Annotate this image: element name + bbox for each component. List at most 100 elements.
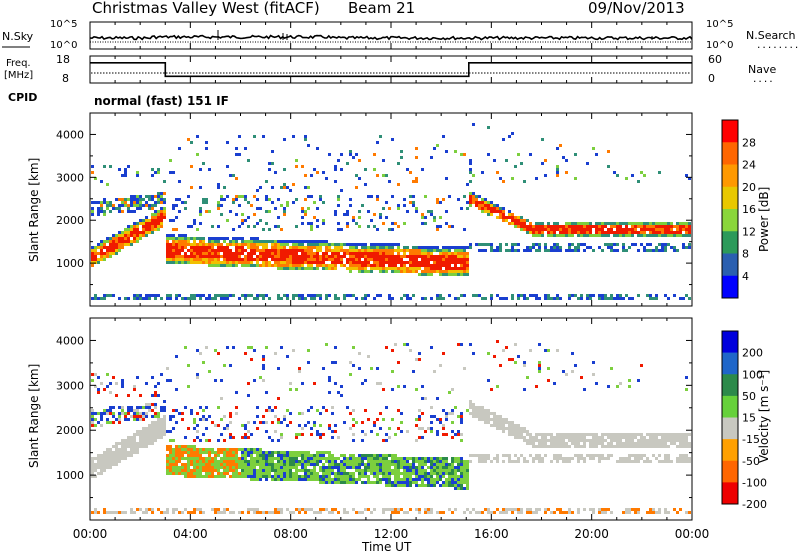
heatmap-cell [463,246,466,249]
heatmap-cell [634,243,637,246]
heatmap-cell [355,264,358,267]
heatmap-cell [400,258,403,261]
heatmap-cell [571,457,574,460]
heatmap-cell [166,258,169,261]
heatmap-cell [397,469,400,472]
heatmap-cell [433,270,436,273]
heatmap-cell [388,475,391,478]
heatmap-cell [304,174,307,177]
heatmap-cell [106,237,109,240]
heatmap-cell [379,252,382,255]
heatmap-cell [271,460,274,463]
heatmap-cell [418,463,421,466]
heatmap-cell [493,511,496,514]
heatmap-cell [412,252,415,255]
heatmap-cell [370,454,373,457]
heatmap-cell [394,255,397,258]
heatmap-cell [460,264,463,267]
heatmap-cell [160,198,163,201]
heatmap-cell [391,460,394,463]
heatmap-cell [262,258,265,261]
heatmap-cell [541,231,544,234]
heatmap-cell [364,508,367,511]
heatmap-cell [460,270,463,273]
heatmap-cell [220,264,223,267]
heatmap-cell [337,481,340,484]
heatmap-cell [478,294,481,297]
heatmap-cell [418,249,421,252]
heatmap-cell [178,412,181,415]
heatmap-cell [202,361,205,364]
heatmap-cell [187,454,190,457]
heatmap-cell [514,361,517,364]
heatmap-cell [244,243,247,246]
heatmap-cell [517,427,520,430]
heatmap-cell [373,213,376,216]
heatmap-cell [277,451,280,454]
heatmap-cell [244,463,247,466]
heatmap-cell [361,472,364,475]
heatmap-cell [301,261,304,264]
heatmap-cell [493,159,496,162]
heatmap-cell [628,379,631,382]
heatmap-cell [118,460,121,463]
heatmap-cell [217,225,220,228]
heatmap-cell [352,460,355,463]
colorbar-tick-label: 15 [742,412,756,425]
heatmap-cell [577,249,580,252]
heatmap-cell [682,439,685,442]
heatmap-cell [616,228,619,231]
heatmap-cell [586,225,589,228]
heatmap-cell [163,201,166,204]
heatmap-cell [355,186,358,189]
heatmap-cell [118,448,121,451]
heatmap-cell [313,297,316,300]
heatmap-cell [175,240,178,243]
heatmap-cell [685,436,688,439]
heatmap-cell [361,421,364,424]
heatmap-cell [358,216,361,219]
heatmap-cell [274,240,277,243]
heatmap-cell [403,249,406,252]
heatmap-cell [361,511,364,514]
heatmap-cell [382,454,385,457]
heatmap-cell [502,219,505,222]
heatmap-cell [232,466,235,469]
heatmap-cell [316,225,319,228]
heatmap-cell [175,204,178,207]
heatmap-cell [199,168,202,171]
heatmap-cell [655,457,658,460]
heatmap-cell [274,252,277,255]
heatmap-cell [619,439,622,442]
heatmap-cell [133,442,136,445]
heatmap-cell [412,246,415,249]
heatmap-cell [583,445,586,448]
heatmap-cell [442,352,445,355]
heatmap-cell [274,463,277,466]
heatmap-cell [376,481,379,484]
heatmap-cell [196,249,199,252]
heatmap-cell [490,294,493,297]
heatmap-cell [544,225,547,228]
heatmap-cell [538,445,541,448]
heatmap-cell [340,228,343,231]
heatmap-cell [664,294,667,297]
heatmap-cell [190,469,193,472]
heatmap-cell [418,469,421,472]
heatmap-cell [322,433,325,436]
heatmap-cell [481,415,484,418]
heatmap-cell [145,415,148,418]
heatmap-cell [391,228,394,231]
heatmap-cell [376,195,379,198]
heatmap-cell [328,463,331,466]
heatmap-cell [361,249,364,252]
heatmap-cell [544,294,547,297]
heatmap-cell [145,225,148,228]
heatmap-cell [394,433,397,436]
heatmap-cell [301,249,304,252]
heatmap-cell [439,364,442,367]
heatmap-cell [331,463,334,466]
heatmap-cell [604,222,607,225]
heatmap-cell [235,457,238,460]
heatmap-cell [385,255,388,258]
